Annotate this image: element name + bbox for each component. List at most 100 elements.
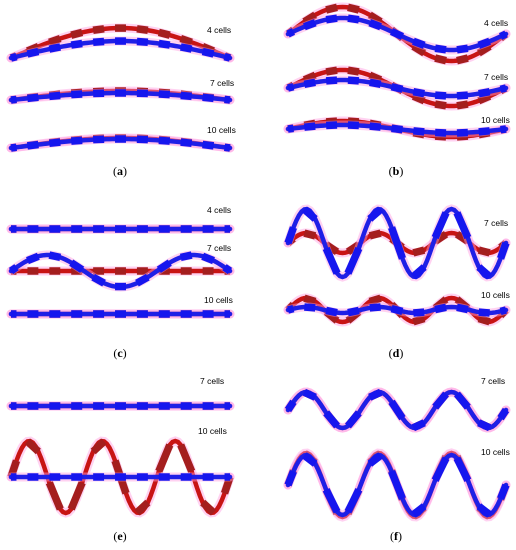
red-series-line-node xyxy=(303,229,317,240)
red-series-line-node xyxy=(433,230,449,245)
blue-series-line-node xyxy=(303,78,316,89)
blue-series-line-node xyxy=(477,419,492,432)
cells-label: 7 cells xyxy=(484,72,508,82)
blue-series-line-node xyxy=(390,83,404,93)
blue-series-line-node xyxy=(456,91,469,100)
trace-f-0 xyxy=(283,387,511,433)
cells-label: 4 cells xyxy=(484,18,508,28)
blue-series-line-node xyxy=(434,44,447,54)
panel-a: 4 cells 7 cells 10 cells (a) xyxy=(6,23,236,178)
blue-series-line-node xyxy=(202,93,214,103)
blue-series-line-node xyxy=(26,252,40,265)
blue-series-line-node xyxy=(158,90,171,99)
caption-close-paren: ) xyxy=(123,529,127,543)
trace-a-2 xyxy=(6,133,235,153)
blue-series-line-node xyxy=(302,388,317,401)
blue-series-line-node xyxy=(224,143,231,152)
blue-series-line-node xyxy=(8,264,19,275)
blue-series-line-node xyxy=(92,37,105,47)
blue-series-line-node xyxy=(497,483,510,501)
caption-open-paren: ( xyxy=(113,529,117,543)
blue-series-line-node xyxy=(431,456,450,482)
cells-label: 7 cells xyxy=(210,78,234,88)
cells-label: 4 cells xyxy=(207,205,231,215)
blue-series-line-node xyxy=(323,410,340,429)
red-series-line-node xyxy=(324,241,340,256)
blue-series-line-node xyxy=(303,19,317,31)
blue-series-line-node xyxy=(411,419,426,432)
red-series-line-node xyxy=(368,294,382,306)
blue-series-line-node xyxy=(180,91,192,101)
cells-label: 10 cells xyxy=(481,447,510,457)
red-series-line-node xyxy=(70,28,84,39)
panel-f: 7 cells 10 cells (f) xyxy=(283,376,511,543)
trace-a-1 xyxy=(6,86,235,105)
blue-series-line-node xyxy=(500,125,507,134)
blue-series-line-node xyxy=(367,452,383,467)
cells-label: 7 cells xyxy=(484,218,508,228)
trace-b-0 xyxy=(283,2,511,66)
blue-series-line-node xyxy=(347,76,360,85)
trace-b-1 xyxy=(283,65,511,111)
blue-series-line-node xyxy=(70,136,83,145)
blue-series-line-node xyxy=(453,456,472,482)
panel-b: 4 cells 7 cells 10 cells (b) xyxy=(283,2,511,178)
red-series-line-node xyxy=(368,229,382,240)
cells-label: 10 cells xyxy=(481,115,510,125)
blue-series-line-node xyxy=(456,303,469,314)
cells-label: 4 cells xyxy=(207,25,231,35)
blue-series-line-node xyxy=(369,122,381,131)
cells-label: 10 cells xyxy=(481,290,510,300)
caption-close-paren: ) xyxy=(398,529,402,543)
blue-series-line-node xyxy=(412,87,425,98)
blue-series-line-node xyxy=(347,14,360,24)
blue-series-line-node xyxy=(70,39,83,49)
red-series-line-node xyxy=(200,499,217,516)
blue-series-line-node xyxy=(10,95,17,104)
panel-d: 7 cells 10 cells (d) xyxy=(283,204,511,360)
blue-series-line-node xyxy=(158,39,171,49)
blue-series-line-node xyxy=(284,399,297,413)
blue-series-line-node xyxy=(48,251,62,262)
red-series-line-node xyxy=(347,3,360,14)
red-series-line-node xyxy=(454,230,470,245)
red-series-line-node xyxy=(456,100,469,110)
blue-series-line-node xyxy=(345,410,362,429)
red-series-line-node xyxy=(477,92,492,105)
blue-series-line-node xyxy=(304,303,316,312)
blue-series-line-node xyxy=(499,306,507,315)
blue-series-line-node xyxy=(498,30,508,40)
blue-series-line-node xyxy=(325,76,338,85)
blue-series-line-node xyxy=(369,303,381,312)
cells-label: 10 cells xyxy=(198,426,227,436)
caption-letter: f xyxy=(394,529,399,543)
caption-letter: e xyxy=(117,529,123,543)
red-series-line-node xyxy=(134,499,151,516)
blue-series-line-node xyxy=(136,37,149,47)
red-series-line-node xyxy=(24,438,41,455)
blue-series-line-node xyxy=(477,37,491,49)
blue-series-line-node xyxy=(476,264,493,280)
caption-letter: d xyxy=(393,346,400,360)
panel-caption: (e) xyxy=(113,529,126,543)
red-series-line-node xyxy=(92,25,105,34)
caption-open-paren: ( xyxy=(389,164,393,178)
blue-series-line-node xyxy=(287,124,294,133)
red-series-line-node xyxy=(367,11,383,25)
blue-series-line-node xyxy=(202,140,215,150)
blue-series-line-node xyxy=(180,138,193,148)
blue-series-line-node xyxy=(91,273,106,287)
blue-series-line-node xyxy=(284,469,297,487)
blue-series-line-node xyxy=(156,259,172,273)
blue-series-line-node xyxy=(368,19,382,31)
cells-label: 7 cells xyxy=(481,376,505,386)
blue-series-line-node xyxy=(201,252,215,265)
blue-series-line-node xyxy=(367,206,384,222)
blue-series-line-node xyxy=(135,273,150,287)
panel-c: 4 cells 7 cells 10 cells (c) xyxy=(6,205,235,360)
blue-series-line-node xyxy=(478,308,490,317)
caption-open-paren: ( xyxy=(113,346,117,360)
blue-series-line-node xyxy=(390,305,404,315)
caption-open-paren: ( xyxy=(390,529,394,543)
cells-label: 7 cells xyxy=(200,376,224,386)
